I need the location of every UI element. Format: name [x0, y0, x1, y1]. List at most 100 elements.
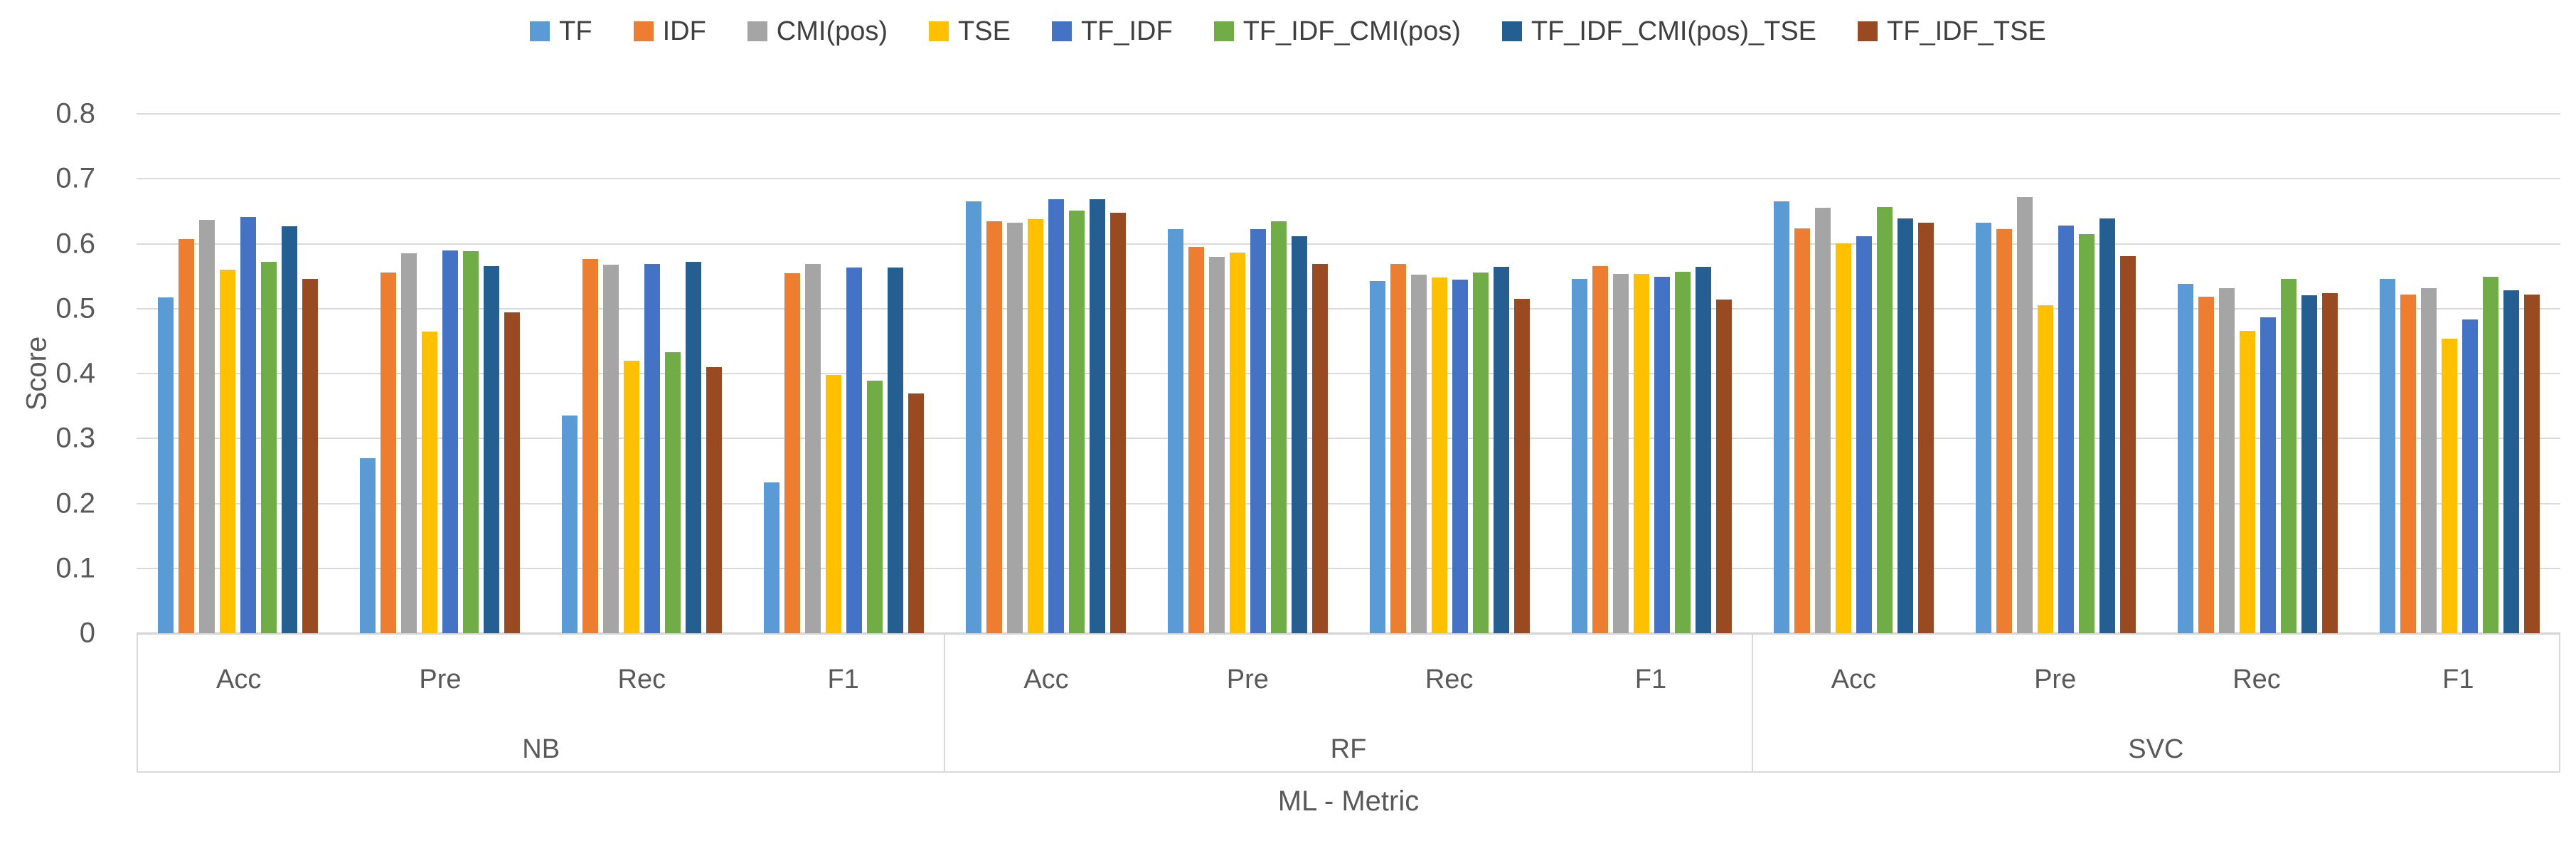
x-ml-label-RF: RF [1330, 734, 1367, 764]
y-tick-label: 0.5 [55, 292, 95, 324]
x-axis-title: ML - Metric [1277, 786, 1420, 817]
bar-TF_IDF-RF-Pre [1250, 229, 1266, 633]
legend-item-IDF: IDF [633, 16, 706, 47]
bar-TSE-SVC-Acc [1835, 243, 1851, 633]
bar-TF_IDF_TSE-NB-Pre [504, 312, 520, 633]
metric-label-row: Acc Pre Rec F1 [1753, 635, 2559, 725]
bar-TF_IDF-SVC-F1 [2461, 319, 2478, 633]
bar-TF_IDF-NB-Rec [644, 263, 660, 633]
bar-TF_IDF_TSE-SVC-F1 [2523, 294, 2540, 633]
bar-CMI(pos)-SVC-F1 [2420, 288, 2437, 633]
bar-TF_IDF_TSE-SVC-Acc [1917, 223, 1934, 633]
bar-TF-RF-F1 [1571, 278, 1587, 633]
x-metric-label-NB-Pre: Pre [419, 664, 462, 694]
bar-TF-SVC-F1 [2379, 278, 2395, 633]
y-tick-label: 0.8 [55, 97, 95, 129]
y-tick-label: 0.6 [55, 228, 95, 259]
bar-TF_IDF_CMI(pos)_TSE-SVC-Pre [2099, 218, 2115, 633]
bar-TF_IDF_TSE-SVC-Pre [2119, 255, 2136, 633]
y-tick-label: 0.3 [55, 422, 95, 454]
bar-TF_IDF_CMI(pos)_TSE-NB-Pre [483, 266, 499, 633]
bar-TSE-SVC-Rec [2239, 330, 2255, 633]
bar-TF_IDF-NB-Pre [442, 250, 458, 633]
bar-subgroup-RF-F1 [1550, 114, 1752, 633]
x-ml-label-SVC: SVC [2128, 734, 2184, 764]
bar-TF_IDF_CMI(pos)-SVC-F1 [2482, 277, 2498, 633]
y-tick-label: 0.1 [55, 552, 95, 584]
bar-TF_IDF_TSE-NB-F1 [908, 393, 924, 633]
x-group-SVC: Acc Pre Rec F1 SVC [1751, 635, 2559, 771]
legend-label: TF_IDF_CMI(pos) [1242, 16, 1461, 46]
bar-subgroup-NB-Acc [137, 114, 339, 633]
bar-TF_IDF_TSE-NB-Acc [302, 278, 318, 633]
bar-CMI(pos)-RF-Pre [1208, 256, 1225, 633]
bar-TF_IDF-SVC-Acc [1856, 236, 1872, 633]
bar-IDF-RF-F1 [1592, 265, 1608, 633]
bar-TF_IDF_CMI(pos)_TSE-SVC-Acc [1897, 218, 1913, 633]
bar-TF_IDF_CMI(pos)-SVC-Rec [2280, 278, 2296, 633]
legend-item-TF_IDF_CMI(pos): TF_IDF_CMI(pos) [1213, 16, 1461, 47]
bar-TF_IDF_CMI(pos)_TSE-SVC-F1 [2503, 290, 2519, 633]
x-ml-label-NB: NB [522, 734, 560, 764]
bar-TF-NB-F1 [763, 482, 779, 633]
bar-CMI(pos)-NB-Rec [602, 264, 619, 633]
legend-label: TF [559, 16, 592, 46]
y-tick-label: 0.7 [55, 162, 95, 194]
bar-TF_IDF_TSE-RF-Rec [1513, 299, 1530, 633]
bar-group-SVC [1752, 114, 2560, 633]
bar-TSE-RF-Rec [1431, 277, 1447, 633]
x-metric-label-NB-Rec: Rec [617, 664, 666, 694]
bar-group-RF [944, 114, 1752, 633]
gridline [137, 438, 2560, 440]
bar-IDF-RF-Pre [1188, 247, 1204, 633]
bar-IDF-SVC-Rec [2198, 297, 2214, 633]
bar-TF_IDF_CMI(pos)-NB-F1 [866, 381, 883, 633]
x-metric-label-NB-F1: F1 [827, 664, 859, 694]
bar-subgroup-RF-Rec [1348, 114, 1550, 633]
bar-TSE-SVC-Pre [2037, 305, 2053, 633]
bar-CMI(pos)-SVC-Rec [2218, 288, 2235, 633]
bar-TSE-NB-Acc [219, 270, 235, 633]
bar-CMI(pos)-NB-Pre [400, 253, 417, 633]
legend: TF IDF CMI(pos) TSE TF_IDF TF_IDF_CMI(pos) TF_… [0, 10, 2576, 53]
bar-TF_IDF_CMI(pos)_TSE-NB-Rec [685, 262, 701, 633]
y-axis-tick-labels: 0.8 0.7 0.6 0.5 0.4 0.3 0.2 0.1 0 [0, 98, 112, 649]
bar-TF_IDF_CMI(pos)-RF-Pre [1270, 221, 1287, 633]
legend-swatch-icon [1501, 21, 1522, 41]
bar-TF-RF-Pre [1167, 229, 1183, 633]
x-metric-label-NB-Acc: Acc [215, 664, 262, 694]
legend-swatch-icon [1051, 21, 1072, 41]
bar-subgroup-NB-Rec [541, 114, 743, 633]
bar-subgroup-SVC-Acc [1752, 114, 1954, 633]
bar-subgroup-RF-Acc [944, 114, 1146, 633]
bar-CMI(pos)-SVC-Pre [2016, 196, 2033, 633]
bar-IDF-NB-Pre [380, 272, 396, 633]
bar-TF_IDF_TSE-RF-Pre [1311, 263, 1328, 633]
bar-TF-SVC-Pre [1975, 223, 1991, 633]
x-metric-label-SVC-Acc: Acc [1831, 664, 1876, 694]
bar-TF-RF-Rec [1369, 280, 1385, 633]
bar-TF_IDF-RF-Rec [1452, 279, 1468, 633]
bar-TF-NB-Pre [359, 457, 376, 633]
legend-item-TSE: TSE [929, 16, 1011, 47]
bar-CMI(pos)-RF-Acc [1006, 223, 1023, 633]
bar-TF_IDF_CMI(pos)-RF-Rec [1472, 272, 1489, 633]
bar-IDF-RF-Acc [986, 221, 1002, 633]
bar-TSE-NB-F1 [825, 374, 841, 633]
bar-TSE-SVC-F1 [2441, 338, 2457, 633]
bar-TF_IDF_CMI(pos)-SVC-Acc [1876, 207, 1893, 633]
legend-swatch-icon [1858, 21, 1878, 41]
bar-TF_IDF-RF-F1 [1654, 277, 1670, 633]
x-metric-label-RF-Rec: Rec [1425, 664, 1474, 694]
bar-TF-RF-Acc [965, 201, 981, 633]
bar-IDF-SVC-Pre [1996, 229, 2012, 633]
bar-TF_IDF_TSE-NB-Rec [706, 366, 722, 633]
gridline [137, 502, 2560, 504]
bar-IDF-NB-Acc [178, 239, 194, 633]
bar-TF_IDF_CMI(pos)_TSE-SVC-Rec [2301, 295, 2317, 633]
bar-IDF-RF-Rec [1390, 263, 1406, 633]
legend-item-TF_IDF_CMI(pos)_TSE: TF_IDF_CMI(pos)_TSE [1501, 16, 1816, 47]
metric-label-row: Acc Pre Rec F1 [945, 635, 1751, 725]
bar-TF_IDF_CMI(pos)-RF-Acc [1068, 210, 1085, 633]
